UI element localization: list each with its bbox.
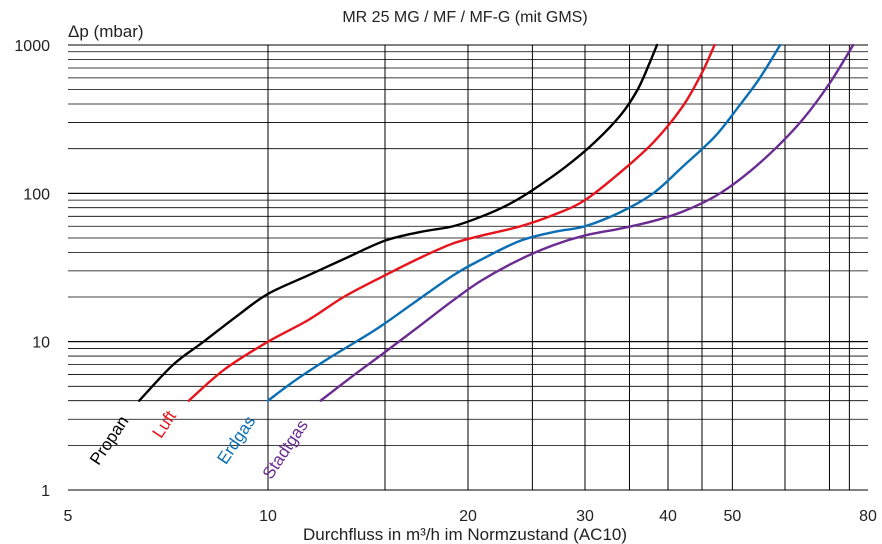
y-tick-label: 1: [41, 483, 50, 500]
grid: [68, 44, 868, 491]
x-tick-label: 80: [859, 508, 877, 525]
x-tick-label: 20: [459, 508, 477, 525]
series-erdgas-line: [266, 43, 782, 402]
chart-title: MR 25 MG / MF / MF-G (mit GMS): [342, 9, 587, 26]
x-tick-label: 40: [659, 508, 677, 525]
series-luft-line: [187, 43, 716, 402]
y-tick-label: 1000: [14, 38, 50, 55]
x-tick-label: 50: [723, 508, 741, 525]
curves: [138, 43, 855, 402]
y-tick-label: 10: [32, 335, 50, 352]
series-stadtgas-line: [319, 43, 855, 402]
x-tick-label: 10: [259, 508, 277, 525]
x-tick-label: 30: [576, 508, 594, 525]
y-axis-title: Δp (mbar): [68, 22, 144, 41]
x-axis-title: Durchfluss in m³/h im Normzustand (AC10): [303, 525, 627, 544]
series-propan-line: [138, 43, 659, 402]
y-tick-label: 100: [23, 186, 50, 203]
x-tick-label: 5: [64, 508, 73, 525]
